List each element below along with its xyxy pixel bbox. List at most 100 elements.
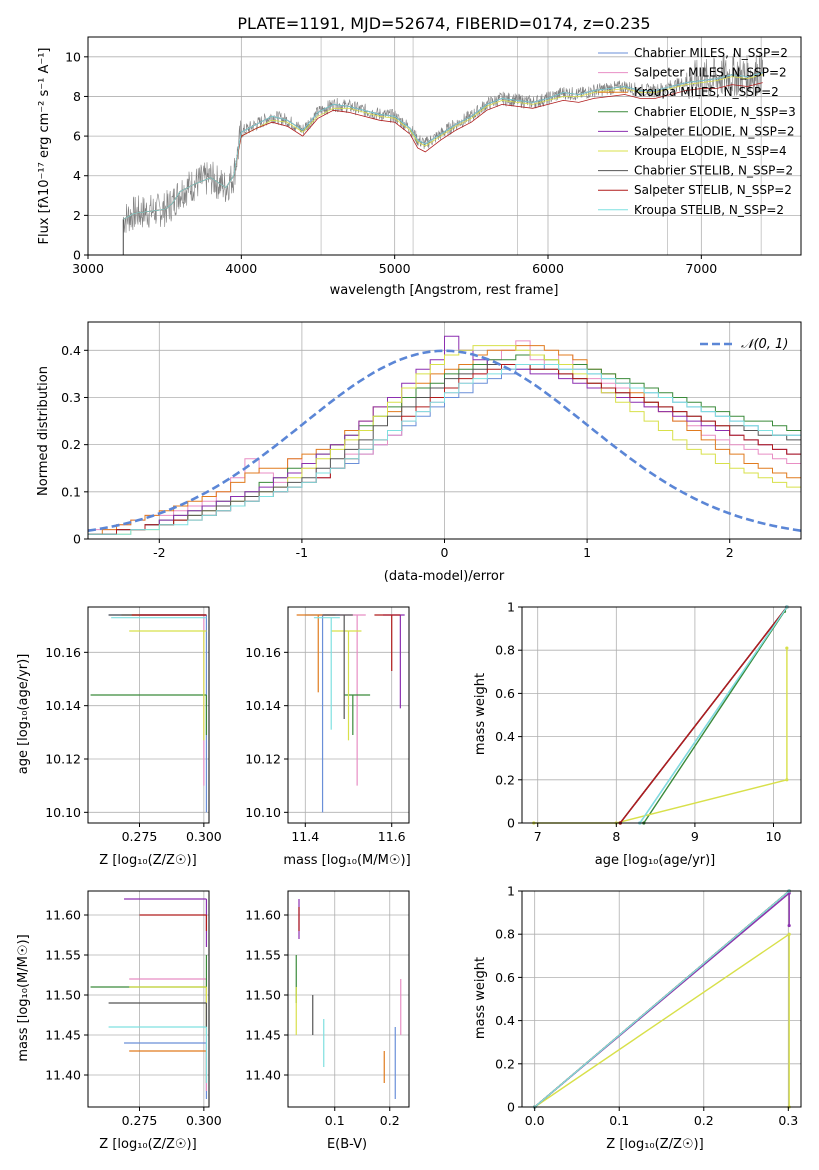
y-tick-label: 0.8	[495, 643, 515, 658]
y-tick-label: 4	[73, 168, 81, 183]
y-tick-label: 0.8	[495, 927, 515, 942]
ticks: 3000 4000 5000 6000 7000 0 2 4 6 8 10	[65, 49, 717, 276]
residual-xlabel: (data-model)/error	[384, 569, 505, 584]
ticks: 0.275 0.300 10.10 10.12 10.14 10.16	[45, 645, 222, 844]
y-tick-label: 0.4	[61, 343, 81, 358]
legend-label: Salpeter MILES, N_SSP=2	[634, 66, 787, 80]
grid	[288, 891, 409, 1107]
mw-age-xlabel: age [log₁₀(age/yr)]	[595, 853, 716, 868]
ticks: 0.1 0.2 11.40 11.45 11.50 11.55 11.60	[245, 908, 399, 1129]
y-tick-label: 11.50	[45, 988, 81, 1003]
mw-z-xlabel: Z [log₁₀(Z/Z☉)]	[606, 1137, 703, 1152]
x-tick-label: 6000	[532, 261, 564, 276]
mass-weight-point	[787, 923, 791, 928]
y-tick-label: 10.16	[45, 645, 81, 660]
x-tick-label: 3000	[72, 261, 104, 276]
mass-weight-line-kroupa-stelib	[639, 606, 788, 824]
y-tick-label: 0.4	[495, 1013, 515, 1028]
y-tick-label: 0.6	[495, 686, 515, 701]
x-tick-label: 0.1	[325, 1113, 345, 1128]
observed-flux-line	[123, 52, 763, 233]
y-tick-label: 1	[507, 600, 515, 615]
y-tick-label: 10.16	[245, 645, 281, 660]
plot-area: 0.275 0.300 10.10 10.12 10.14 10.16	[45, 606, 222, 844]
y-tick-label: 6	[73, 129, 81, 144]
x-tick-label: 8	[612, 829, 620, 844]
y-tick-label: 11.55	[245, 948, 281, 963]
mass-weight-point	[785, 778, 789, 782]
ticks: 11.4 11.6 10.10 10.12 10.14 10.16	[245, 645, 405, 844]
x-tick-label: 1	[583, 545, 591, 560]
y-tick-label: 10.14	[45, 698, 81, 713]
errorbars	[90, 614, 208, 813]
ticks: 0.275 0.300 11.40 11.45 11.50 11.55 11.60	[45, 908, 222, 1129]
legend-label: Chabrier MILES, N_SSP=2	[634, 46, 788, 60]
plot-area: 7 8 9 10 0 0.2 0.4 0.6 0.8 1	[495, 600, 802, 845]
x-tick-label: 7000	[685, 261, 717, 276]
mass-weight-vs-metallicity-panel: 0.0 0.1 0.2 0.3 0 0.2 0.4 0.6 0.8 1 Z [log₁₀(Z/Z☉…	[473, 884, 802, 1152]
age-z-ylabel: age [log₁₀(age/yr)]	[16, 654, 31, 775]
spectrum-panel: PLATE=1191, MJD=52674, FIBERID=0174, z=0…	[37, 14, 802, 298]
lines	[533, 889, 791, 1109]
errorbars	[90, 898, 208, 1099]
x-tick-label: 0.2	[694, 1113, 714, 1128]
y-tick-label: 10.10	[245, 805, 281, 820]
normal-curve	[87, 349, 802, 532]
mass-weight-point	[785, 646, 789, 650]
mass-vs-metallicity-panel: 0.275 0.300 11.40 11.45 11.50 11.55 11.60 Z [l…	[16, 890, 222, 1152]
x-tick-label: 0.1	[609, 1113, 629, 1128]
spectrum-legend: Chabrier MILES, N_SSP=2 Salpeter MILES, N…	[598, 46, 796, 217]
age-mass-xlabel: mass [log₁₀(M/M☉)]	[283, 853, 410, 868]
residual-hist-kroupa-miles	[87, 345, 801, 539]
mw-age-ylabel: mass weight	[473, 673, 488, 755]
spectrum-ylabel: Flux [fλ10⁻¹⁷ erg cm⁻² s⁻¹ A⁻¹]	[37, 48, 52, 245]
residual-ylabel: Normed distribution	[36, 366, 51, 496]
plot-area: 0.1 0.2 11.40 11.45 11.50 11.55 11.60	[245, 890, 410, 1129]
lines	[532, 605, 789, 825]
y-tick-label: 11.50	[245, 988, 281, 1003]
mass-weight-point	[787, 932, 791, 936]
axes-frame	[287, 606, 410, 824]
axes-frame	[521, 606, 802, 824]
x-tick-label: 7	[534, 829, 542, 844]
y-tick-label: 11.55	[45, 948, 81, 963]
x-tick-label: 9	[691, 829, 699, 844]
legend-label: Kroupa ELODIE, N_SSP=4	[634, 144, 787, 158]
legend-label: Salpeter ELODIE, N_SSP=2	[634, 124, 795, 138]
model-line-kroupa-stelib	[123, 72, 763, 220]
x-tick-label: 0.275	[122, 829, 158, 844]
y-tick-label: 10	[65, 49, 81, 64]
y-tick-label: 0	[507, 1100, 515, 1115]
x-tick-label: -2	[153, 545, 165, 560]
age-vs-metallicity-panel: 0.275 0.300 10.10 10.12 10.14 10.16 Z [log₁₀(…	[16, 606, 222, 868]
y-tick-label: 0	[73, 532, 81, 547]
y-tick-label: 1	[507, 884, 515, 899]
y-tick-label: 0.4	[495, 729, 515, 744]
y-tick-label: 10.14	[245, 698, 281, 713]
observed-spectrum	[122, 37, 763, 255]
errorbars	[296, 614, 405, 813]
x-tick-label: 0.0	[525, 1113, 545, 1128]
x-tick-label: 0.300	[186, 829, 222, 844]
ticks: -2 -1 0 1 2 0 0.1 0.2 0.3 0.4	[61, 343, 734, 560]
grid	[88, 891, 209, 1107]
residual-panel: -2 -1 0 1 200.10.20.30.4 (data-model)/error …	[36, 321, 802, 584]
legend-label: Kroupa MILES, N_SSP=2	[634, 85, 779, 99]
x-tick-label: 0.3	[778, 1113, 798, 1128]
y-tick-label: 0.2	[495, 772, 515, 787]
y-tick-label: 0.2	[495, 1056, 515, 1071]
legend-label: Salpeter STELIB, N_SSP=2	[634, 183, 792, 197]
x-tick-label: 0.275	[122, 1113, 158, 1128]
mass-weight-line-salpeter-stelib	[619, 606, 788, 824]
x-tick-label: 0	[441, 545, 449, 560]
residual-hist-kroupa-stelib	[87, 364, 801, 539]
plot-area: 0.275 0.300 11.40 11.45 11.50 11.55 11.60	[45, 890, 222, 1129]
y-tick-label: 11.45	[45, 1028, 81, 1043]
x-tick-label: 11.6	[378, 829, 406, 844]
x-tick-label: -1	[296, 545, 308, 560]
y-tick-label: 10.12	[245, 752, 281, 767]
mass-z-xlabel: Z [log₁₀(Z/Z☉)]	[99, 1137, 196, 1152]
y-tick-label: 0.3	[61, 390, 81, 405]
ticks: 7 8 9 10 0 0.2 0.4 0.6 0.8 1	[495, 600, 781, 845]
